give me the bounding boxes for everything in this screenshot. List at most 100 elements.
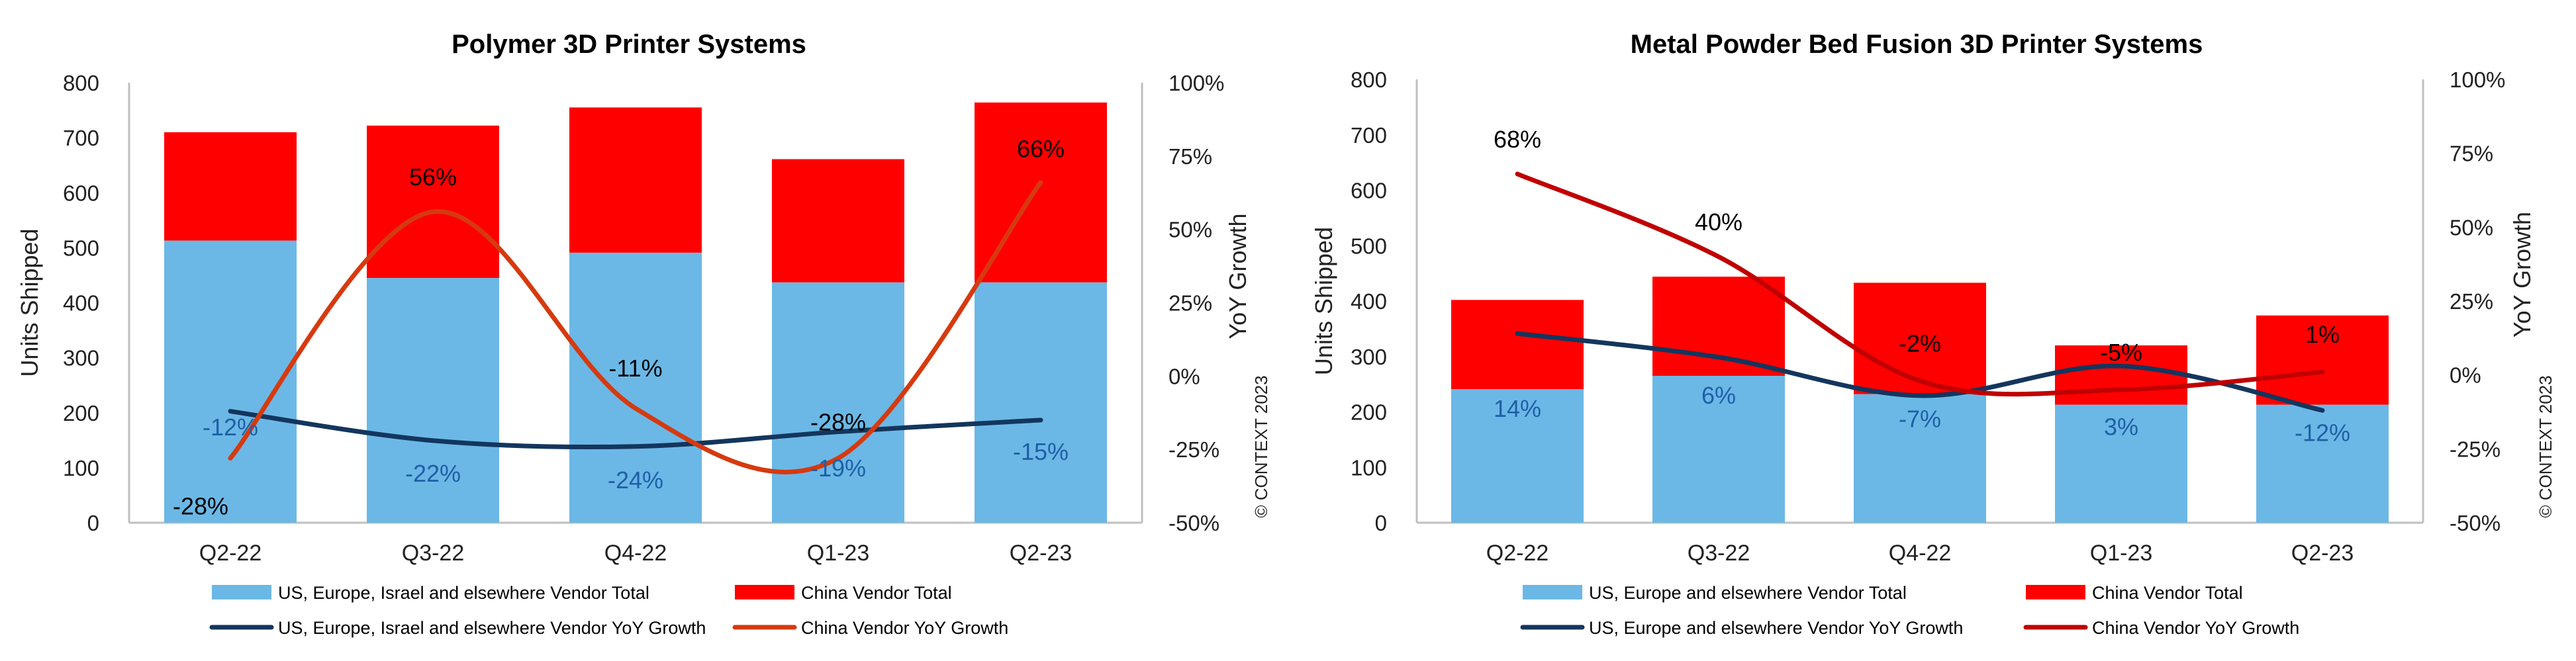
y-tick-label: 300 <box>1351 345 1387 369</box>
legend-swatch <box>1523 585 1582 599</box>
y-tick-label: 800 <box>63 71 99 95</box>
base-growth-label: -12% <box>2295 419 2350 447</box>
y-axis-title: Units Shipped <box>1310 227 1337 375</box>
base-growth-label: -24% <box>608 466 663 494</box>
china-growth-label: 68% <box>1494 126 1541 153</box>
bar-base-segment <box>1451 389 1584 523</box>
y2-tick-label: -50% <box>2450 511 2501 535</box>
y2-tick-label: 50% <box>2450 215 2493 240</box>
y-tick-label: 600 <box>63 181 99 205</box>
bar-base-segment <box>569 252 702 523</box>
base-growth-label: -22% <box>405 460 461 487</box>
y2-tick-label: 0% <box>2450 363 2481 388</box>
line-china-growth <box>1515 171 2325 397</box>
y-tick-label: 200 <box>1351 400 1387 425</box>
x-tick-label: Q3-22 <box>1688 541 1750 566</box>
polymer-chart-panel: Polymer 3D Printer Systems 0 100 200 300 400 5… <box>16 30 1271 638</box>
y-tick-label: 400 <box>63 291 99 316</box>
legend-label: China Vendor Total <box>2092 583 2243 603</box>
bar-china-segment <box>2055 345 2187 405</box>
china-growth-label: 1% <box>2305 321 2340 348</box>
y-tick-label: 800 <box>1351 67 1387 92</box>
base-growth-label: 3% <box>2104 414 2138 441</box>
y-tick-label: 700 <box>1351 123 1387 148</box>
y2-tick-label: -25% <box>2450 437 2501 461</box>
x-tick-label: Q2-22 <box>1486 541 1549 566</box>
bar-china-segment <box>772 159 904 283</box>
y2-tick-label: 25% <box>1169 291 1212 316</box>
x-tick-label: Q4-22 <box>1889 541 1952 566</box>
china-growth-label: 66% <box>1017 136 1065 163</box>
y-tick-label: 300 <box>63 346 99 371</box>
bar-china-segment <box>367 125 499 279</box>
y2-tick-label: -25% <box>1169 437 1219 462</box>
y2-axis-title: YoY Growth <box>2508 212 2536 337</box>
y2-tick-label: 75% <box>2450 142 2493 166</box>
y2-tick-label: 25% <box>2450 289 2493 314</box>
line-base-growth <box>1515 331 2325 413</box>
x-tick-label: Q1-23 <box>807 541 870 566</box>
y-tick-label: 600 <box>1351 179 1387 203</box>
y-tick-label: 500 <box>63 236 99 260</box>
bar-china-segment <box>1854 283 1986 394</box>
bar-china-segment <box>164 132 297 241</box>
metal-chart: Metal Powder Bed Fusion 3D Printer Syste… <box>1310 30 2555 638</box>
y2-tick-label: 75% <box>1169 144 1212 169</box>
china-growth-label: -28% <box>810 408 866 435</box>
polymer-chart: Polymer 3D Printer Systems 0 100 200 300 400 5… <box>16 30 1271 638</box>
x-tick-label: Q2-23 <box>1010 541 1073 566</box>
metal-chart-panel: Metal Powder Bed Fusion 3D Printer Syste… <box>1294 0 2576 661</box>
china-growth-label: 40% <box>1695 208 1742 236</box>
y-tick-label: 500 <box>1351 234 1387 258</box>
chart-title: Metal Powder Bed Fusion 3D Printer Syste… <box>1631 30 2203 59</box>
bar-china-segment <box>1451 300 1584 390</box>
line-base-growth <box>228 409 1043 450</box>
y-tick-label: 100 <box>63 456 99 480</box>
bar-base-segment <box>975 282 1107 523</box>
y-tick-label: 200 <box>63 401 99 425</box>
copyright-notice: © CONTEXT 2023 <box>2536 375 2555 517</box>
bar-base-segment <box>2256 404 2389 523</box>
legend-label: China Vendor Total <box>801 583 952 603</box>
china-growth-label: -28% <box>173 492 228 519</box>
y2-tick-label: 100% <box>2450 67 2505 92</box>
y-axis-title: Units Shipped <box>16 228 43 376</box>
base-growth-label: -12% <box>203 414 258 441</box>
bar-base-segment <box>772 282 904 523</box>
bar-base-segment <box>2055 404 2187 523</box>
base-growth-label: 6% <box>1701 382 1736 409</box>
y2-axis-title: YoY Growth <box>1224 213 1251 339</box>
china-growth-label: -2% <box>1899 330 1941 357</box>
x-tick-label: Q1-23 <box>2090 541 2153 566</box>
china-growth-label: -5% <box>2100 339 2142 366</box>
x-tick-label: Q4-22 <box>604 541 667 566</box>
base-growth-label: -19% <box>810 455 866 482</box>
y-tick-label: 100 <box>1351 455 1387 480</box>
base-growth-label: -15% <box>1013 438 1069 465</box>
legend-label: US, Europe, Israel and elsewhere Vendor … <box>278 583 649 603</box>
bar-china-segment <box>2256 315 2389 405</box>
legend-label: US, Europe and elsewhere Vendor Total <box>1589 583 1907 603</box>
base-growth-label: 14% <box>1494 395 1541 422</box>
x-tick-label: Q2-23 <box>2291 541 2354 566</box>
legend-swatch <box>2026 585 2085 599</box>
y2-tick-label: -50% <box>1169 511 1219 535</box>
copyright-notice: © CONTEXT 2023 <box>1251 375 1271 517</box>
bar-china-segment <box>1652 277 1785 376</box>
base-growth-label: -7% <box>1899 406 1941 433</box>
bar-base-segment <box>1854 394 1986 523</box>
bar-base-segment <box>367 278 499 523</box>
y2-tick-label: 50% <box>1169 218 1212 242</box>
bar-base-segment <box>164 240 297 523</box>
y2-tick-label: 100% <box>1169 71 1224 95</box>
chart-title: Polymer 3D Printer Systems <box>452 30 806 59</box>
bar-base-segment <box>1652 376 1785 523</box>
bar-china-segment <box>569 107 702 253</box>
x-tick-label: Q3-22 <box>402 541 465 566</box>
y-tick-label: 0 <box>1375 511 1387 535</box>
china-growth-label: -11% <box>608 355 662 382</box>
x-tick-label: Q2-22 <box>199 541 262 566</box>
legend-label: US, Europe, Israel and elsewhere Vendor … <box>278 618 706 638</box>
legend-label: China Vendor YoY Growth <box>2092 618 2299 638</box>
china-growth-label: 56% <box>409 163 457 191</box>
